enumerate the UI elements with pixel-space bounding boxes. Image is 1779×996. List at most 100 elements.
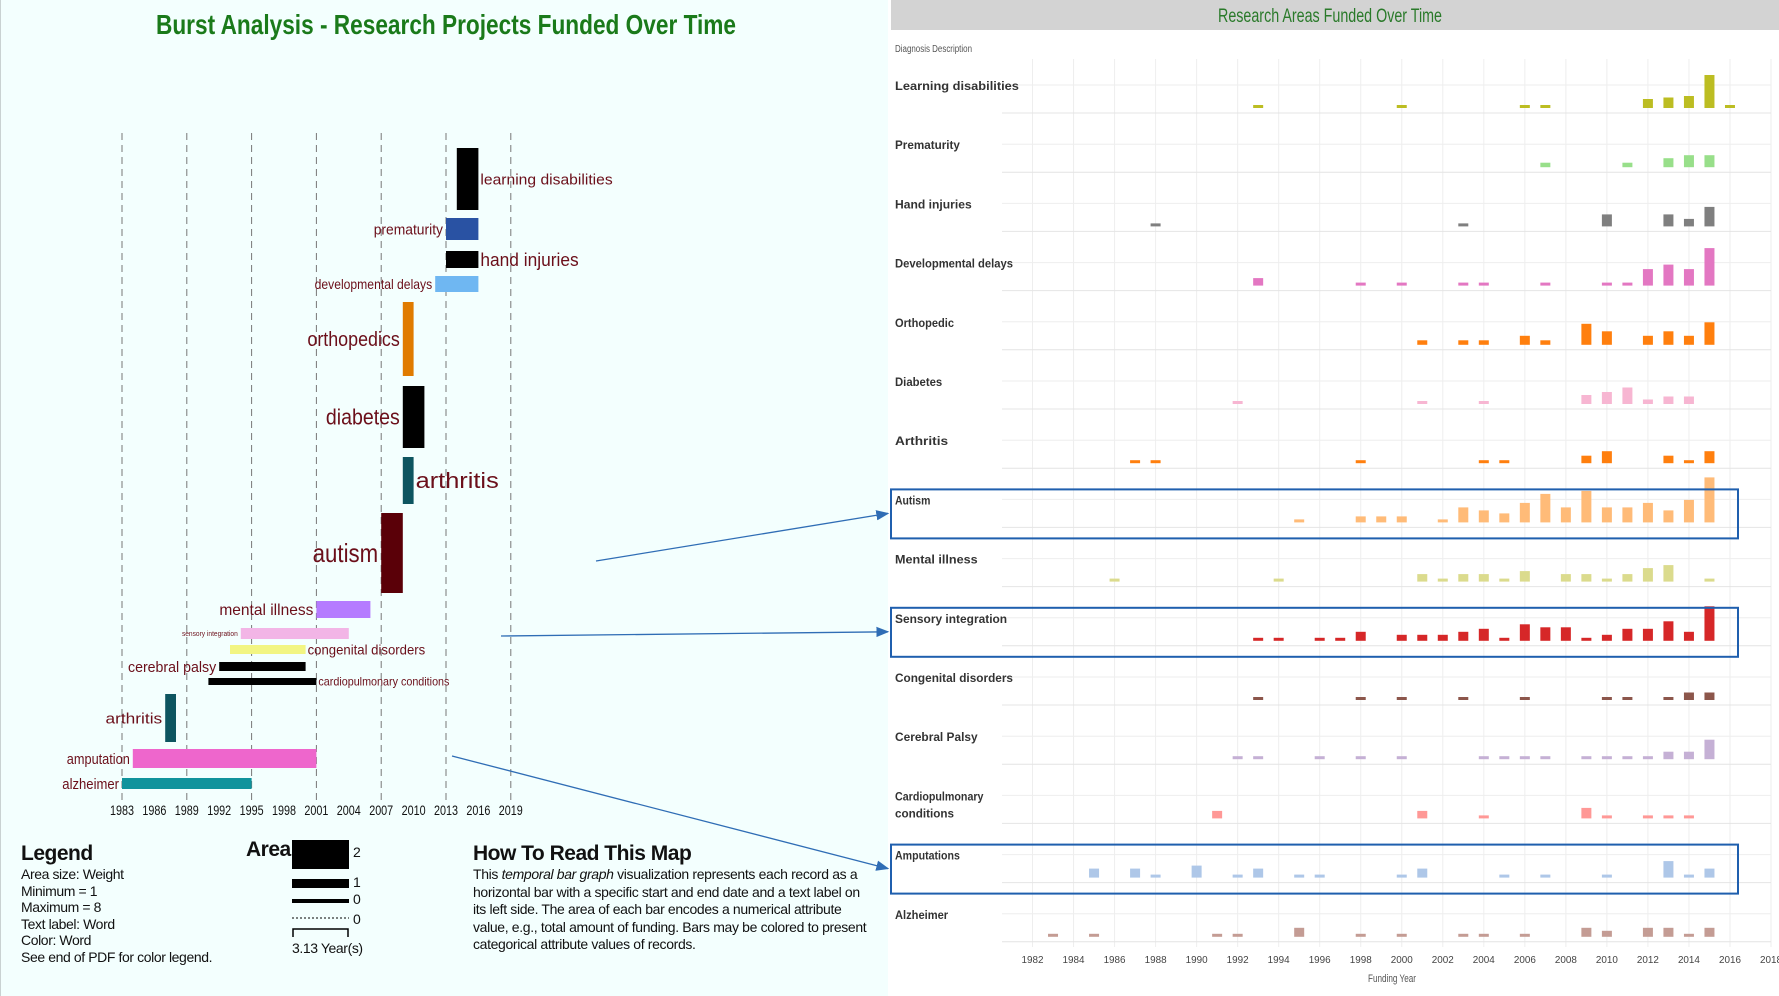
- bar-alzheimer-2015: [1704, 927, 1715, 937]
- how-to-read-text: This temporal bar graph visualization re…: [473, 866, 873, 954]
- bar-autism-1998: [1355, 516, 1366, 523]
- area-legend-swatch-1: [292, 879, 349, 888]
- x-tick-label-2001: 2001: [304, 802, 328, 818]
- bar-alzheimer-2013: [1663, 927, 1674, 937]
- burst-bar-congenital-disorders-10: [230, 645, 306, 654]
- bar-cerebral-palsy-2005: [1499, 756, 1510, 760]
- burst-bar-orthopedics-4: [402, 302, 414, 376]
- bar-alzheimer-1998: [1355, 933, 1366, 937]
- burst-label-autism-7: autism: [313, 538, 379, 568]
- bar-amputations-2001: [1417, 868, 1428, 878]
- legend-line-1: Area size: Weight: [21, 866, 124, 882]
- x-tick-label-2016: 2016: [466, 802, 490, 818]
- bar-amputations-2000: [1396, 874, 1407, 878]
- row-label-developmental-delays-0: Developmental delays: [895, 257, 1013, 271]
- bar-arthritis-1998: [1355, 460, 1366, 464]
- burst-bar-sensory-integration-9: [240, 628, 349, 639]
- bar-mental-illness-2013: [1663, 565, 1674, 582]
- bar-sensory-integration-1994: [1273, 637, 1284, 641]
- bar-developmental-delays-2015: [1704, 248, 1715, 286]
- bar-amputations-1988: [1150, 874, 1161, 878]
- burst-bar-cerebral-palsy-11: [219, 662, 306, 671]
- page-title: Burst Analysis - Research Projects Funde…: [156, 9, 736, 40]
- bar-mental-illness-2015: [1704, 578, 1715, 582]
- bar-mental-illness-2003: [1458, 574, 1469, 582]
- burst-label-cardiopulmonary-conditions-12: cardiopulmonary conditions: [318, 675, 449, 689]
- bar-prematurity-2011: [1622, 162, 1633, 168]
- bar-developmental-delays-2000: [1396, 282, 1407, 286]
- funding-year-tick-2010: 2010: [1596, 955, 1618, 966]
- funding-year-tick-2002: 2002: [1432, 955, 1454, 966]
- how-to-read-text-italic: temporal bar graph: [501, 866, 614, 882]
- bar-orthopedic-2013: [1663, 331, 1674, 345]
- bar-learning-disabilities-2016: [1724, 105, 1735, 108]
- bar-cerebral-palsy-1996: [1314, 756, 1325, 760]
- bar-cerebral-palsy-2015: [1704, 739, 1715, 760]
- burst-label-arthritis-6: arthritis: [416, 468, 499, 493]
- funding-year-tick-2008: 2008: [1555, 955, 1577, 966]
- legend-line-5: Color: Word: [21, 932, 92, 948]
- bar-sensory-integration-1997: [1335, 637, 1346, 641]
- row-label-autism-0: Autism: [895, 493, 930, 507]
- bar-autism-1995: [1294, 519, 1305, 523]
- bar-developmental-delays-2011: [1622, 282, 1633, 286]
- bar-amputations-2013: [1663, 861, 1674, 878]
- area-legend-value-2: 2: [353, 844, 361, 860]
- bar-alzheimer-1985: [1089, 933, 1100, 937]
- funding-year-tick-2016: 2016: [1719, 955, 1741, 966]
- bar-mental-illness-2012: [1642, 568, 1653, 582]
- bar-cerebral-palsy-2011: [1622, 756, 1633, 760]
- how-to-read-title: How To Read This Map: [473, 842, 692, 865]
- bar-mental-illness-2005: [1499, 578, 1510, 582]
- bar-developmental-delays-2004: [1478, 282, 1489, 286]
- bar-sensory-integration-2008: [1560, 627, 1571, 641]
- bar-learning-disabilities-2000: [1396, 105, 1407, 108]
- bar-developmental-delays-2014: [1683, 269, 1694, 286]
- burst-bar-arthritis-6: [402, 457, 414, 504]
- bar-amputations-2015: [1704, 868, 1715, 878]
- bar-developmental-delays-2010: [1601, 282, 1612, 286]
- area-legend-scale-label: 3.13 Year(s): [292, 940, 363, 956]
- bar-amputations-2014: [1683, 874, 1694, 878]
- burst-label-mental-illness-8: mental illness: [219, 602, 313, 619]
- bar-prematurity-2014: [1683, 155, 1694, 168]
- bar-orthopedic-2001: [1417, 340, 1428, 345]
- bar-sensory-integration-2005: [1499, 637, 1510, 641]
- column-header: Diagnosis Description: [895, 44, 972, 55]
- bar-hand-injuries-2003: [1458, 223, 1469, 227]
- row-label-arthritis-0: Arthritis: [895, 434, 948, 448]
- funding-year-tick-2000: 2000: [1391, 955, 1413, 966]
- bar-congenital-disorders-2010: [1601, 697, 1612, 700]
- bar-orthopedic-2012: [1642, 335, 1653, 345]
- bar-sensory-integration-1998: [1355, 631, 1366, 641]
- burst-label-cerebral-palsy-11: cerebral palsy: [128, 659, 217, 676]
- bar-learning-disabilities-1993: [1253, 105, 1264, 108]
- bar-mental-illness-2001: [1417, 574, 1428, 582]
- bar-cerebral-palsy-2010: [1601, 756, 1612, 760]
- bar-alzheimer-2006: [1519, 933, 1530, 937]
- bar-cerebral-palsy-2004: [1478, 756, 1489, 760]
- burst-label-arthritis-13: arthritis: [106, 710, 163, 727]
- bar-cerebral-palsy-2006: [1519, 756, 1530, 760]
- bar-cardiopulmonary-conditions-2012: [1642, 815, 1653, 819]
- area-legend-swatch-2: [292, 840, 349, 869]
- right-chart-title: Research Areas Funded Over Time: [1218, 6, 1442, 27]
- bar-diabetes-2010: [1601, 392, 1612, 404]
- bar-developmental-delays-1998: [1355, 282, 1366, 286]
- row-label-cardiopulmonary-conditions-0: Cardiopulmonary: [895, 789, 984, 803]
- bar-alzheimer-1992: [1232, 933, 1243, 937]
- bar-sensory-integration-1993: [1253, 637, 1264, 641]
- bar-developmental-delays-2012: [1642, 269, 1653, 286]
- bar-sensory-integration-2010: [1601, 634, 1612, 641]
- bar-prematurity-2013: [1663, 158, 1674, 168]
- x-tick-label-1986: 1986: [142, 802, 166, 818]
- bar-cerebral-palsy-2012: [1642, 756, 1653, 760]
- row-label-orthopedic-0: Orthopedic: [895, 316, 954, 330]
- bar-sensory-integration-2007: [1540, 627, 1551, 641]
- bar-hand-injuries-2015: [1704, 206, 1715, 227]
- legend-title: Legend: [21, 842, 93, 865]
- bar-alzheimer-2000: [1396, 933, 1407, 937]
- bar-learning-disabilities-2014: [1683, 96, 1694, 108]
- burst-analysis-panel: Burst Analysis - Research Projects Funde…: [0, 0, 888, 996]
- bar-developmental-delays-1993: [1253, 278, 1264, 286]
